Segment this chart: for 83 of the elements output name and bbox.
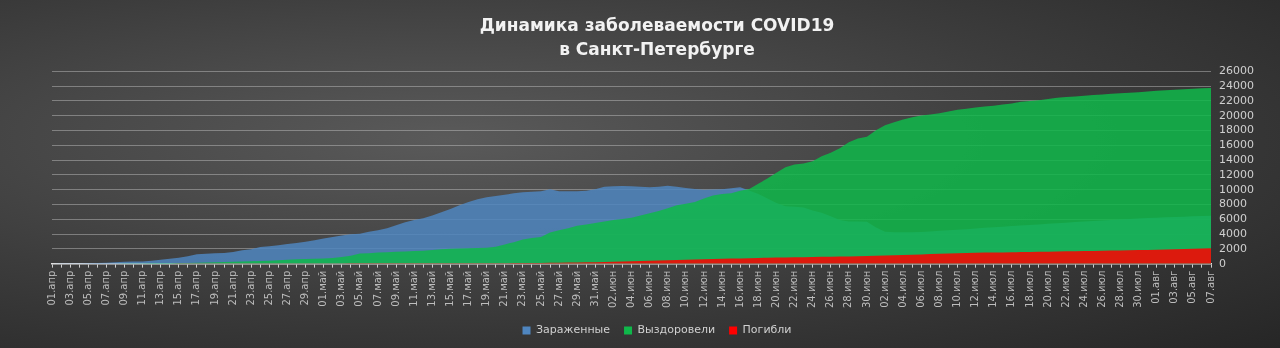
x-tick-label: 05.авг <box>1186 270 1198 304</box>
x-tick-label: 22.июл <box>1059 270 1071 308</box>
x-tick-label: 16.июл <box>1005 270 1017 308</box>
x-tick-label: 12.июл <box>969 270 981 308</box>
x-tick-label: 28.июн <box>842 270 854 308</box>
x-tick-label: 23.апр <box>244 270 256 306</box>
x-tick-label: 08.июн <box>661 270 673 308</box>
y-tick-label: 6000 <box>1219 212 1248 226</box>
x-tick-label: 25.май <box>534 270 546 307</box>
y-tick-label: 22000 <box>1219 93 1255 107</box>
x-tick-label: 03.авг <box>1168 270 1180 304</box>
y-tick-label: 2000 <box>1219 241 1248 255</box>
x-tick-label: 07.апр <box>99 270 111 306</box>
x-tick-label: 20.июн <box>769 270 781 308</box>
x-tick-label: 30.июл <box>1132 270 1144 308</box>
x-tick-label: 01.апр <box>45 270 57 306</box>
x-tick-label: 18.июл <box>1023 270 1035 308</box>
x-tick-label: 11.апр <box>136 270 148 306</box>
x-tick-label: 07.авг <box>1204 270 1216 304</box>
x-tick-label: 08.июл <box>932 270 944 308</box>
y-tick-label: 4000 <box>1219 226 1248 240</box>
x-tick-label: 14.июн <box>715 270 727 308</box>
x-tick-label: 18.июн <box>751 270 763 308</box>
y-tick-label: 0 <box>1219 256 1227 270</box>
x-tick-label: 20.июл <box>1041 270 1053 308</box>
x-tick-label: 17.май <box>462 270 474 307</box>
x-tick-label: 05.апр <box>81 270 93 306</box>
x-tick-label: 13.май <box>425 270 437 307</box>
x-tick-label: 23.май <box>516 270 528 307</box>
x-tick-label: 19.апр <box>208 270 220 306</box>
y-tick-label: 18000 <box>1219 123 1255 137</box>
x-tick-label: 06.июл <box>914 270 926 308</box>
x-tick-label: 01.май <box>317 270 329 307</box>
x-tick-label: 02.июл <box>878 270 890 308</box>
x-tick-label: 10.июн <box>679 270 691 308</box>
chart-title: Динамика заболеваемости COVID19 в Санкт-Петербурге <box>479 14 835 60</box>
x-tick-label: 19.май <box>480 270 492 307</box>
legend-label: Выздоровели <box>637 323 716 337</box>
x-tick-label: 26.июл <box>1095 270 1107 308</box>
legend-label: Зараженные <box>536 323 611 337</box>
x-tick-label: 01.авг <box>1150 270 1162 304</box>
x-tick-label: 25.апр <box>262 270 274 306</box>
x-tick-label: 26.июн <box>824 270 836 308</box>
x-tick-label: 16.июн <box>733 270 745 308</box>
y-tick-label: 10000 <box>1219 182 1255 196</box>
x-tick-label: 14.июл <box>987 270 999 308</box>
x-tick-label: 22.июн <box>788 270 800 308</box>
x-tick-label: 15.май <box>444 270 455 307</box>
x-tick-label: 24.июл <box>1077 270 1089 308</box>
x-tick-label: 10.июл <box>951 270 963 308</box>
x-tick-label: 02.июн <box>606 270 618 308</box>
x-tick-label: 05.май <box>353 270 365 307</box>
x-tick-label: 09.май <box>389 270 401 307</box>
x-tick-label: 28.июл <box>1114 270 1126 308</box>
x-tick-label: 21.май <box>498 270 510 307</box>
x-tick-label: 31.май <box>588 270 600 307</box>
x-tick-label: 03.апр <box>63 270 75 306</box>
x-tick-label: 30.июн <box>860 270 872 308</box>
y-tick-label: 16000 <box>1219 138 1255 152</box>
x-tick-label: 21.апр <box>226 270 238 306</box>
y-tick-label: 8000 <box>1219 197 1248 211</box>
x-tick-label: 13.апр <box>154 270 166 306</box>
x-tick-label: 24.июн <box>806 270 818 308</box>
x-tick-label: 29.апр <box>299 270 311 306</box>
x-tick-label: 03.май <box>335 270 347 307</box>
y-tick-label: 14000 <box>1219 152 1255 166</box>
x-tick-label: 04.июн <box>625 270 637 308</box>
x-tick-label: 12.июн <box>697 270 709 308</box>
y-tick-label: 26000 <box>1219 64 1255 78</box>
x-tick-label: 09.апр <box>118 270 130 306</box>
x-tick-label: 27.май <box>552 270 564 307</box>
y-tick-label: 20000 <box>1219 108 1255 122</box>
legend-label: Погибли <box>742 323 792 337</box>
x-tick-label: 06.июн <box>643 270 655 308</box>
x-tick-label: 15.апр <box>172 270 184 306</box>
x-tick-label: 27.апр <box>281 270 293 306</box>
x-tick-label: 11.май <box>407 270 419 307</box>
y-tick-label: 24000 <box>1219 78 1255 92</box>
x-tick-label: 04.июл <box>896 270 908 308</box>
x-tick-label: 07.май <box>371 270 383 307</box>
y-tick-label: 12000 <box>1219 167 1255 181</box>
x-tick-label: 17.апр <box>190 270 202 306</box>
x-tick-label: 29.май <box>570 270 582 307</box>
